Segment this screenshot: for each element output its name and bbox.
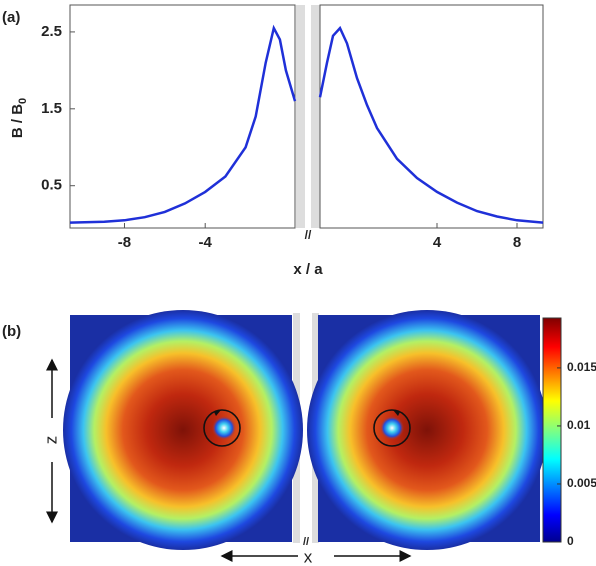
panel-label: (a) [2, 9, 20, 26]
y-axis-label-sub: 0 [17, 98, 29, 104]
heatmap-right [307, 310, 547, 550]
x-tick-label: -8 [118, 234, 131, 251]
y-tick-label: 1.5 [41, 100, 62, 117]
colorbar-tick-label: 0.005 [567, 476, 596, 490]
x-tick-label: -4 [199, 234, 213, 251]
break-mark: // [305, 228, 312, 242]
panel-label: (b) [2, 323, 21, 340]
y-tick-label: 2.5 [41, 23, 62, 40]
curve [69, 24, 297, 224]
y-axis-label: B / B0 [9, 98, 29, 138]
z-axis-label: z [41, 436, 60, 445]
x-axis-label: x [304, 547, 313, 566]
y-axis-label-main: B / B [9, 104, 26, 138]
colorbar-tick-label: 0.015 [567, 360, 596, 374]
x-axis-label: x / a [293, 261, 323, 278]
x-tick-label: 4 [433, 234, 442, 251]
break-band [296, 5, 305, 228]
break-mark: // [303, 536, 309, 548]
colorbar [542, 317, 562, 543]
plot-frame [319, 4, 544, 229]
colorbar-tick-label: 0 [567, 534, 574, 548]
y-tick-label: 0.5 [41, 177, 62, 194]
colorbar-tick-label: 0.01 [567, 418, 591, 432]
break-band [311, 5, 320, 228]
x-tick-label: 8 [513, 234, 521, 251]
heatmap-left [63, 310, 303, 550]
curve [318, 25, 544, 224]
plot-frame [69, 4, 296, 229]
